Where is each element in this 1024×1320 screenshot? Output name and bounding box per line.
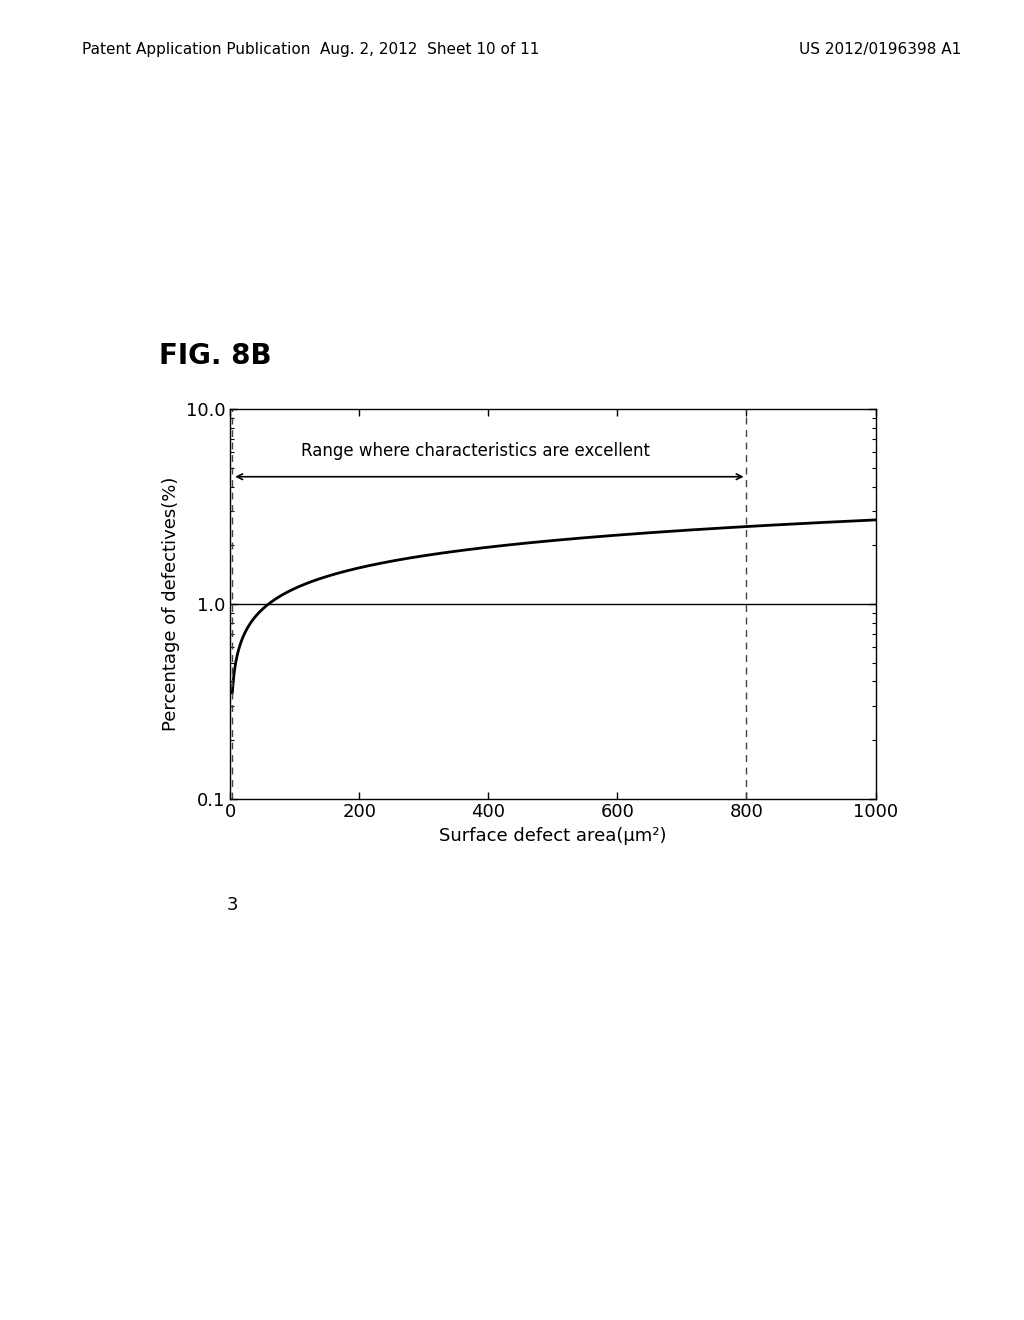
Y-axis label: Percentage of defectives(%): Percentage of defectives(%) xyxy=(163,477,180,731)
Text: US 2012/0196398 A1: US 2012/0196398 A1 xyxy=(799,42,961,57)
Text: Patent Application Publication: Patent Application Publication xyxy=(82,42,310,57)
Text: Range where characteristics are excellent: Range where characteristics are excellen… xyxy=(301,442,650,459)
Text: FIG. 8B: FIG. 8B xyxy=(159,342,271,370)
Text: 3: 3 xyxy=(226,896,239,913)
Text: Aug. 2, 2012  Sheet 10 of 11: Aug. 2, 2012 Sheet 10 of 11 xyxy=(321,42,540,57)
X-axis label: Surface defect area(μm²): Surface defect area(μm²) xyxy=(439,828,667,845)
